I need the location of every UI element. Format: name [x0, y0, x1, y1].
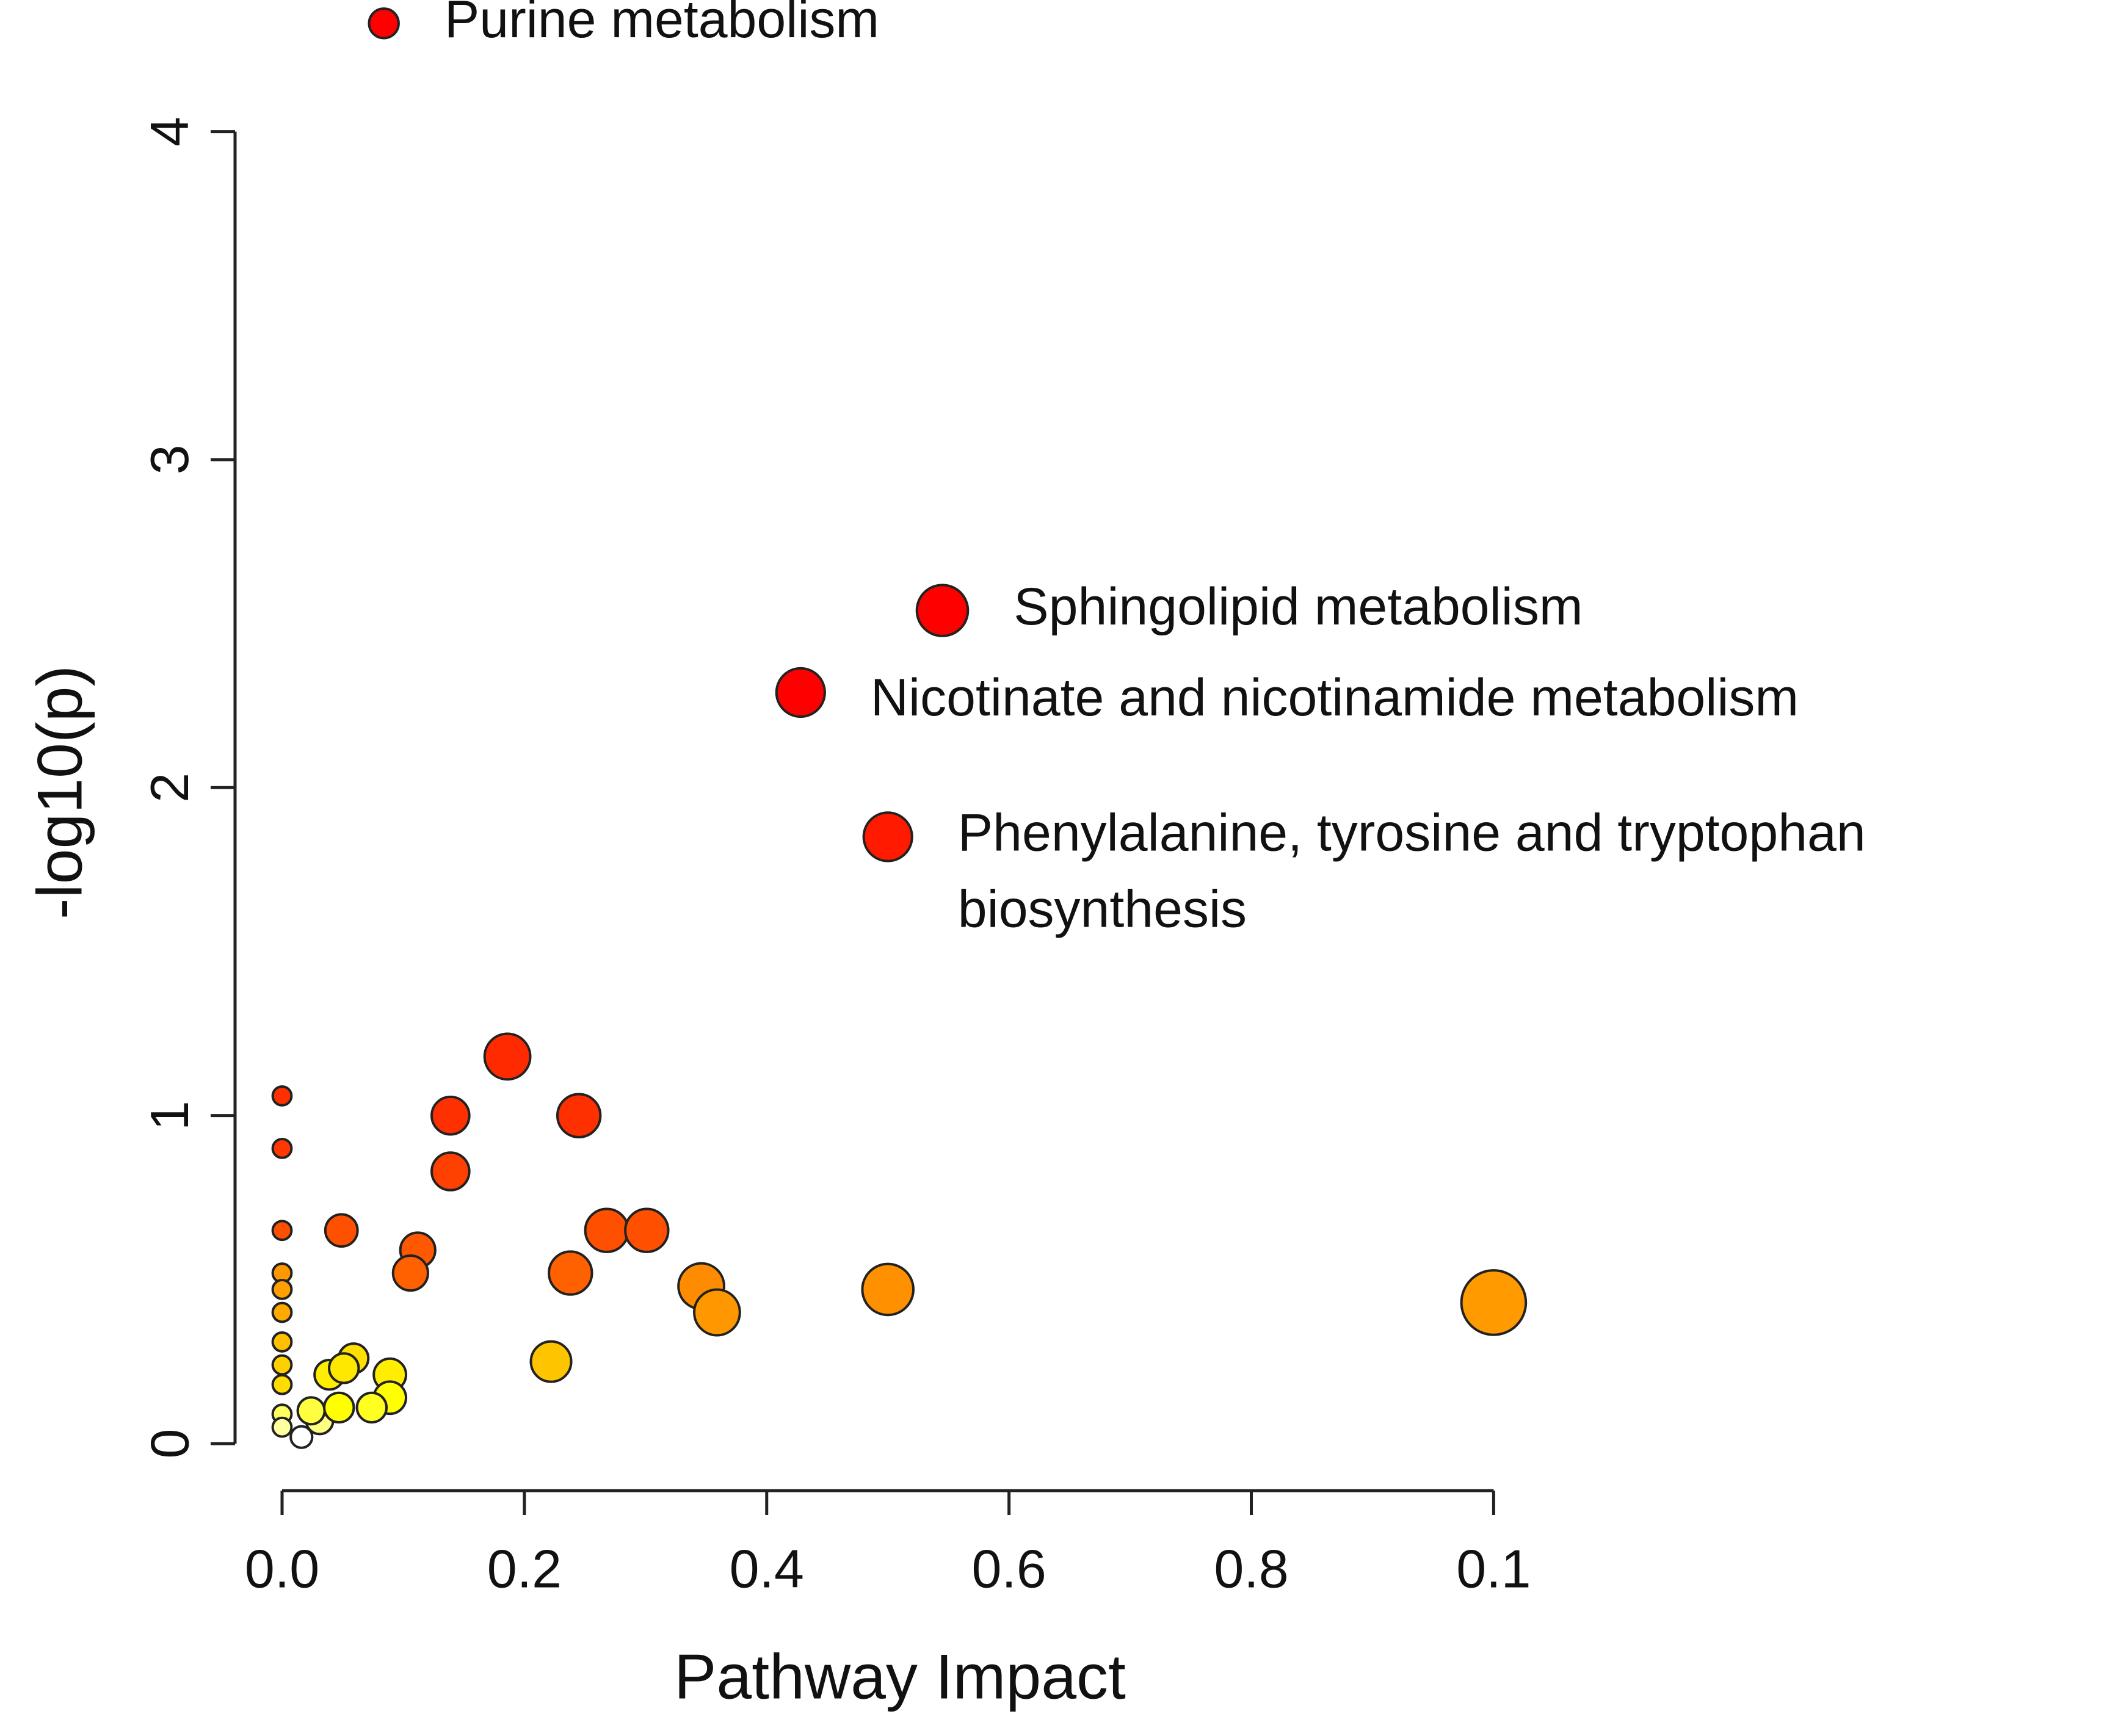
bubble: [271, 1279, 293, 1300]
bubble: [624, 1207, 670, 1253]
bubble: [861, 1262, 915, 1317]
bubble: [271, 1137, 293, 1159]
bubble: [430, 1151, 471, 1192]
bubble: [529, 1340, 573, 1383]
bubble: [324, 1213, 359, 1248]
y-tick-label: 1: [139, 1101, 200, 1130]
bubble: [692, 1288, 741, 1337]
y-tick-label: 3: [139, 444, 200, 474]
bubble: [548, 1250, 593, 1296]
point-label: Sphingolipid metabolism: [1014, 577, 1583, 636]
bubble: [1460, 1269, 1528, 1336]
y-axis-title: -log10(p): [24, 665, 95, 919]
bubble: [391, 1254, 429, 1292]
x-tick-label: 0.6: [971, 1538, 1046, 1599]
y-tick-label: 0: [139, 1429, 200, 1459]
point-label: biosynthesis: [958, 880, 1247, 939]
bubble: [271, 1354, 293, 1376]
bubble: [323, 1391, 355, 1424]
bubble: [271, 1331, 293, 1353]
bubble: [862, 811, 913, 863]
bubble: [296, 1396, 326, 1426]
bubble: [355, 1391, 388, 1424]
bubble: [271, 1416, 293, 1438]
y-tick-label: 2: [139, 773, 200, 803]
x-tick-label: 0.2: [487, 1538, 562, 1599]
bubble: [775, 667, 826, 718]
bubble: [271, 1301, 293, 1323]
y-tick-label: 4: [139, 117, 200, 146]
x-tick-label: 0.0: [245, 1538, 319, 1599]
bubble: [483, 1032, 532, 1081]
bubble: [368, 7, 400, 40]
bubble: [430, 1095, 471, 1136]
bubble: [289, 1425, 314, 1449]
point-label: Purine metabolism: [444, 0, 879, 49]
point-label: Nicotinate and nicotinamide metabolism: [871, 668, 1799, 727]
bubble: [271, 1220, 293, 1242]
bubble: [915, 584, 970, 637]
bubble: [584, 1207, 630, 1253]
x-tick-label: 0.1: [1456, 1538, 1531, 1599]
x-axis-title: Pathway Impact: [674, 1641, 1126, 1712]
x-tick-label: 0.8: [1214, 1538, 1288, 1599]
point-label: Phenylalanine, tyrosine and tryptophan: [958, 804, 1866, 863]
bubble: [271, 1373, 293, 1395]
bubble: [271, 1085, 293, 1107]
bubble: [328, 1352, 360, 1384]
x-tick-label: 0.4: [730, 1538, 804, 1599]
bubble: [556, 1093, 602, 1138]
